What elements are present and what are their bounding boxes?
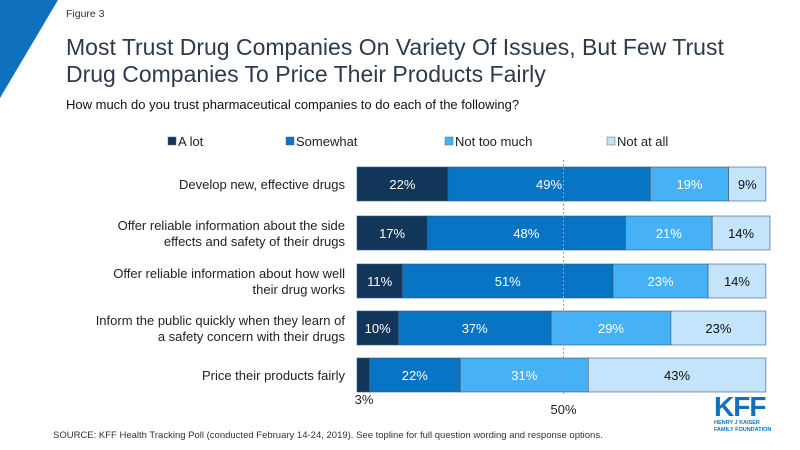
chart-title-line: Drug Companies To Price Their Products F…	[66, 61, 546, 87]
bar-segment	[356, 166, 449, 202]
logo-line: HENRY J KAISER	[714, 420, 760, 426]
legend-label: A lot	[178, 134, 204, 149]
data-label: 29%	[598, 321, 624, 336]
legend-label: Not too much	[455, 134, 532, 149]
source-note: SOURCE: KFF Health Tracking Poll (conduc…	[53, 430, 603, 441]
logo-wordmark: KFF	[714, 391, 766, 422]
figure-label: Figure 3	[66, 8, 105, 20]
bar-segment	[356, 215, 428, 251]
data-label: 17%	[379, 226, 405, 241]
bar-segment	[356, 310, 399, 346]
category-label: a safety concern with their drugs	[158, 329, 346, 344]
data-label: 48%	[513, 226, 539, 241]
data-label: 49%	[536, 177, 562, 192]
category-label: Price their products fairly	[202, 368, 346, 383]
data-label: 43%	[664, 368, 690, 383]
legend-label: Somewhat	[296, 134, 358, 149]
category-label: effects and safety of their drugs	[164, 234, 346, 249]
legend-swatch	[285, 136, 295, 146]
category-label: Inform the public quickly when they lear…	[96, 313, 346, 328]
data-label: 14%	[728, 226, 754, 241]
bar-segment	[459, 357, 589, 393]
bar-segment	[587, 357, 767, 393]
category-label: Offer reliable information about how wel…	[113, 266, 345, 281]
bar-segment	[670, 310, 767, 346]
bar-segment	[397, 310, 552, 346]
bar-segment	[612, 263, 709, 299]
data-label: 10%	[365, 321, 391, 336]
category-label: Develop new, effective drugs	[179, 177, 345, 192]
bar-segment	[356, 357, 370, 393]
logo-line: FAMILY FOUNDATION	[714, 426, 772, 433]
data-label: 14%	[724, 274, 750, 289]
reference-line-label: 50%	[550, 402, 576, 417]
data-label: 19%	[676, 177, 702, 192]
data-label: 22%	[389, 177, 415, 192]
bar-segment	[711, 215, 771, 251]
chart-title-line: Most Trust Drug Companies On Variety Of …	[66, 34, 724, 60]
chart-title: Most Trust Drug Companies On Variety Of …	[66, 34, 724, 88]
data-label: 9%	[738, 177, 757, 192]
category-label: Offer reliable information about the sid…	[118, 218, 345, 233]
legend-label: Not at all	[617, 134, 668, 149]
category-label: their drug works	[253, 282, 346, 297]
bar-segment	[447, 166, 651, 202]
legend-swatch	[167, 136, 177, 146]
data-label: 31%	[511, 368, 537, 383]
kff-logo: KFF HENRY J KAISER FAMILY FOUNDATION	[714, 391, 772, 433]
data-label: 37%	[462, 321, 488, 336]
data-label: 23%	[648, 274, 674, 289]
data-label: 11%	[367, 274, 392, 289]
bar-segment	[625, 215, 713, 251]
legend-swatch	[606, 136, 616, 146]
chart-subtitle: How much do you trust pharmaceutical com…	[66, 97, 520, 112]
bar-segment	[550, 310, 672, 346]
data-label: 3%	[355, 392, 374, 407]
bar-segment	[356, 263, 403, 299]
bar-segment	[426, 215, 626, 251]
bar-segment	[728, 166, 767, 202]
legend-swatch	[444, 136, 454, 146]
data-label: 23%	[705, 321, 731, 336]
bar-segment	[707, 263, 767, 299]
data-label: 21%	[656, 226, 682, 241]
bar-segment	[402, 263, 614, 299]
corner-decoration	[0, 0, 58, 98]
data-label: 22%	[402, 368, 428, 383]
data-label: 51%	[495, 274, 521, 289]
